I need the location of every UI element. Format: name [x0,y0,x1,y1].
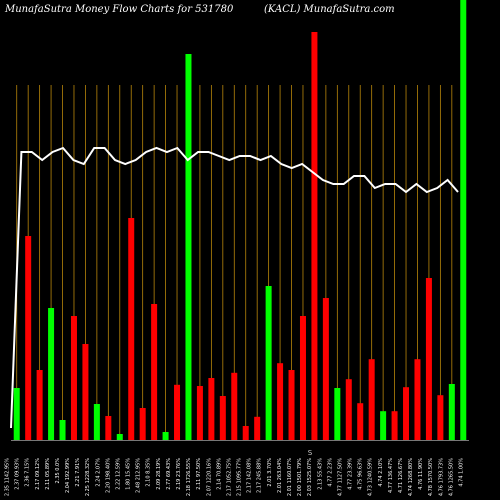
x-tick-label: 2.01 1160.07% [287,458,293,496]
bar-15 [174,384,181,440]
bar-8 [93,404,100,440]
x-tick-label: 4.77 136.47% [388,458,394,493]
x-tick-label: 1.80 15.45% [126,458,132,490]
bar-14 [162,432,169,440]
x-tick-label: 2.17 245.88% [257,458,263,493]
x-tick-label: 2.04 192.99% [65,458,71,493]
bar-23 [265,286,272,440]
bar-31 [357,403,364,440]
x-tick-label: 4.77 1127.50% [337,458,343,496]
x-tick-label: 2.20 198.40% [105,458,111,493]
bar-5 [59,420,66,440]
x-tick-label: 4.76 1793.73% [438,458,444,496]
bar-18 [208,378,215,440]
x-tick-label: 2.09 28.19% [156,458,162,490]
x-tick-label: 2.14 70.89% [216,458,222,490]
bar-16 [185,54,192,440]
x-tick-label: 2.18 1726.55% [186,458,192,496]
x-tick-label: 4.74 2.10% [378,458,384,487]
x-tick-label: 2.17 142.08% [247,458,253,493]
bar-4 [48,308,55,440]
x-tick-label: 4.75 96.63% [358,458,364,490]
chart-title: MunafaSutra Money Flow Charts for 531780 [5,4,234,15]
bar-35 [403,387,410,440]
x-tick-label: 2.17 1052.75% [227,458,233,496]
bar-25 [288,370,295,440]
x-tick-label: 4.77 23.39% [348,458,354,490]
bar-33 [380,411,387,440]
bar-17 [196,386,203,440]
x-tick-label: 2.11 05.89% [45,458,51,490]
x-tick-label: 2.19 23.76% [176,458,182,490]
bar-20 [231,372,238,440]
x-tick-label: 4.76 1265.50% [448,458,454,496]
bar-28 [322,298,329,440]
bar-26 [299,316,306,440]
x-tick-label: 2.07 1220.16% [206,458,212,496]
x-tick-label: 4.71 126.67% [398,458,404,493]
x-tick-label: 2.01 3.70% [267,458,273,487]
bar-3 [36,370,43,440]
bar-10 [116,434,123,440]
x-tick-label: 4.73 1240.59% [368,458,374,496]
x-tick-label: 4.76 11.90% [418,458,424,490]
bar-32 [368,359,375,440]
x-tick-label: 2.35 0.0% [55,458,61,484]
bar-37 [425,278,432,440]
x-tick-label: 2.10 8.35% [146,458,152,487]
bar-6 [70,316,77,440]
bar-22 [254,416,261,440]
x-tick-label: 2.01 263.04% [277,458,283,493]
x-tick-label: 2.25 1228.32% [85,458,91,496]
x-tick-label: 2.22 12.59% [116,458,122,490]
x-tick-label: 2.37 09.93% [15,458,21,490]
x-tick-label: 2.15 1095.77% [237,458,243,496]
bar-19 [219,396,226,440]
bar-39 [448,384,455,440]
x-tick-label: 4.74 1.00% [459,458,465,487]
bar-40 [460,0,467,440]
bar-24 [277,363,284,440]
x-tick-label: 2.11 97.50% [196,458,202,490]
x-tick-label: 2.00 1501.79% [297,458,303,496]
x-tick-label: 2.21 7.91% [75,458,81,487]
bar-27 [311,32,318,440]
x-tick-label: 4.78 1570.50% [428,458,434,496]
x-tick-label: 2.17 09.12% [35,458,41,490]
bar-11 [128,218,135,440]
bar-36 [414,359,421,440]
x-tick-label: 2.36 7.15% [25,458,31,487]
bar-7 [82,344,89,440]
x-tick-label: 4.74 1268.80% [408,458,414,496]
bar-21 [242,426,249,440]
x-tick-label: 2.03 1525.07% [307,458,313,496]
bar-1 [13,388,20,440]
x-tick-label: 2.13 55.43% [317,458,323,490]
bar-29 [334,388,341,440]
x-tick-label: 4.77 2.23% [327,458,333,487]
bar-13 [151,304,158,440]
x-tick-label: 2.24 2.07% [95,458,101,487]
bar-34 [391,411,398,440]
bar-12 [139,408,146,440]
bar-30 [345,379,352,440]
bar-38 [437,395,444,440]
money-flow-line [10,146,459,429]
bar-9 [105,416,112,440]
chart-subtitle: (KACL) MunafaSutra.com [264,4,395,15]
x-tick-label: 2.48 212.95% [136,458,142,493]
x-tick-label: 2.35 1142.95% [5,458,11,496]
bar-2 [25,236,32,440]
x-axis-center-label: S [308,449,313,457]
x-tick-label: 2.77 69.43% [166,458,172,490]
